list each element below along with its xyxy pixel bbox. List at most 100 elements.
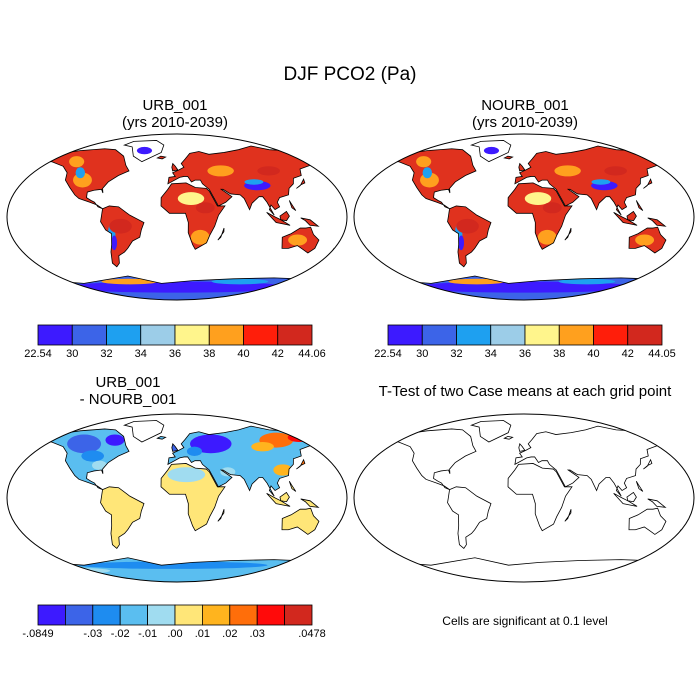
colorbar-tick-label: 32 bbox=[100, 348, 112, 360]
ttest-map bbox=[353, 413, 695, 583]
coastline bbox=[217, 509, 225, 522]
landmass-bo bbox=[279, 492, 290, 502]
landmass-af bbox=[161, 182, 225, 250]
colorbar-tick-label: .01 bbox=[195, 628, 210, 640]
colorbar-box bbox=[421, 324, 457, 346]
coastline bbox=[33, 275, 321, 300]
value-region bbox=[75, 167, 86, 179]
colorbar-box bbox=[627, 324, 663, 346]
landmass-af bbox=[508, 182, 572, 250]
value-region bbox=[136, 146, 153, 155]
colorbar-box bbox=[284, 604, 313, 626]
value-region bbox=[483, 146, 500, 155]
landmass-ng bbox=[647, 217, 666, 227]
coastline bbox=[518, 162, 526, 172]
value-region bbox=[456, 218, 479, 234]
landmass-uk bbox=[171, 443, 178, 452]
colorbar-box bbox=[119, 604, 148, 626]
nourb-title-line1: NOURB_001 bbox=[481, 97, 569, 114]
coastline bbox=[122, 420, 165, 443]
coastline bbox=[628, 507, 667, 535]
colorbar-tick-label: .0478 bbox=[298, 628, 326, 640]
map-border bbox=[353, 133, 695, 301]
coastline bbox=[296, 178, 306, 189]
colorbar-box bbox=[490, 324, 526, 346]
colorbar-tick-label: 30 bbox=[416, 348, 428, 360]
landmass-uk bbox=[171, 163, 178, 171]
colorbar-box bbox=[201, 604, 231, 626]
diff-title-line1: URB_001 bbox=[95, 374, 161, 391]
coastline bbox=[300, 217, 320, 227]
value-region bbox=[177, 192, 205, 206]
value-region bbox=[251, 442, 274, 452]
coastline bbox=[503, 435, 514, 440]
colorbar-box bbox=[65, 604, 94, 626]
value-region bbox=[78, 561, 268, 569]
coastline bbox=[281, 507, 320, 535]
coastline bbox=[514, 145, 669, 216]
colorbar-box bbox=[256, 604, 286, 626]
value-region bbox=[422, 167, 433, 179]
coastline bbox=[503, 155, 514, 160]
value-region bbox=[410, 281, 638, 293]
coastline bbox=[288, 480, 297, 492]
coastline bbox=[385, 148, 477, 210]
coastline bbox=[380, 557, 668, 582]
coastline bbox=[100, 205, 145, 268]
coastline bbox=[300, 498, 320, 508]
coastline bbox=[33, 557, 321, 582]
coastline bbox=[167, 145, 322, 216]
value-region bbox=[63, 281, 291, 293]
value-region bbox=[524, 192, 552, 206]
colorbar-box bbox=[456, 324, 492, 346]
coastline bbox=[281, 226, 320, 254]
coastline bbox=[279, 210, 290, 222]
colorbar-box bbox=[106, 324, 142, 346]
value-region bbox=[604, 166, 627, 176]
colorbar-box bbox=[174, 604, 203, 626]
value-region bbox=[207, 165, 234, 177]
value-region bbox=[537, 229, 557, 245]
colorbar-box bbox=[37, 604, 66, 626]
colorbar-box bbox=[387, 324, 423, 346]
significance-note: Cells are significant at 0.1 level bbox=[442, 614, 608, 628]
value-region bbox=[635, 234, 655, 246]
diff-panel-title: URB_001 - NOURB_001 bbox=[0, 374, 256, 408]
colorbar-box bbox=[208, 324, 244, 346]
colorbar-tick-label: 38 bbox=[553, 348, 565, 360]
colorbar-tick-label: 34 bbox=[485, 348, 497, 360]
coastline bbox=[514, 425, 669, 497]
colorbar-box bbox=[558, 324, 594, 346]
value-region bbox=[81, 450, 105, 462]
colorbar-box bbox=[243, 324, 279, 346]
map-border bbox=[6, 133, 348, 301]
colorbar-box bbox=[277, 324, 313, 346]
nourb-panel-title: NOURB_001 (yrs 2010-2039) bbox=[350, 97, 700, 131]
coastline bbox=[122, 140, 165, 163]
colorbar-box bbox=[229, 604, 258, 626]
landmass-ng bbox=[300, 217, 319, 227]
main-title: DJF PCO2 (Pa) bbox=[283, 64, 417, 85]
colorbar-tick-label: 40 bbox=[237, 348, 249, 360]
value-region bbox=[288, 234, 308, 246]
colorbar-box bbox=[37, 324, 73, 346]
coastline bbox=[288, 200, 297, 211]
urb-title-line2: (yrs 2010-2039) bbox=[122, 114, 228, 131]
coastline bbox=[635, 480, 644, 492]
value-region bbox=[186, 446, 203, 456]
colorbar-tick-label: 44.06 bbox=[298, 348, 326, 360]
colorbar-tick-label: 22.54 bbox=[24, 348, 52, 360]
value-region bbox=[416, 156, 432, 168]
colorbar-tick-label: -.0849 bbox=[22, 628, 53, 640]
coastline bbox=[156, 155, 167, 160]
coastline bbox=[635, 200, 644, 211]
colorbar-tick-label: .00 bbox=[167, 628, 182, 640]
colorbar-tick-label: 40 bbox=[587, 348, 599, 360]
value-region bbox=[211, 278, 269, 285]
coastline bbox=[564, 509, 572, 522]
colorbar-box bbox=[147, 604, 176, 626]
colorbar-tick-label: .03 bbox=[250, 628, 265, 640]
value-region bbox=[448, 278, 506, 285]
coastline bbox=[171, 162, 179, 172]
colorbar-tick-label: 32 bbox=[450, 348, 462, 360]
